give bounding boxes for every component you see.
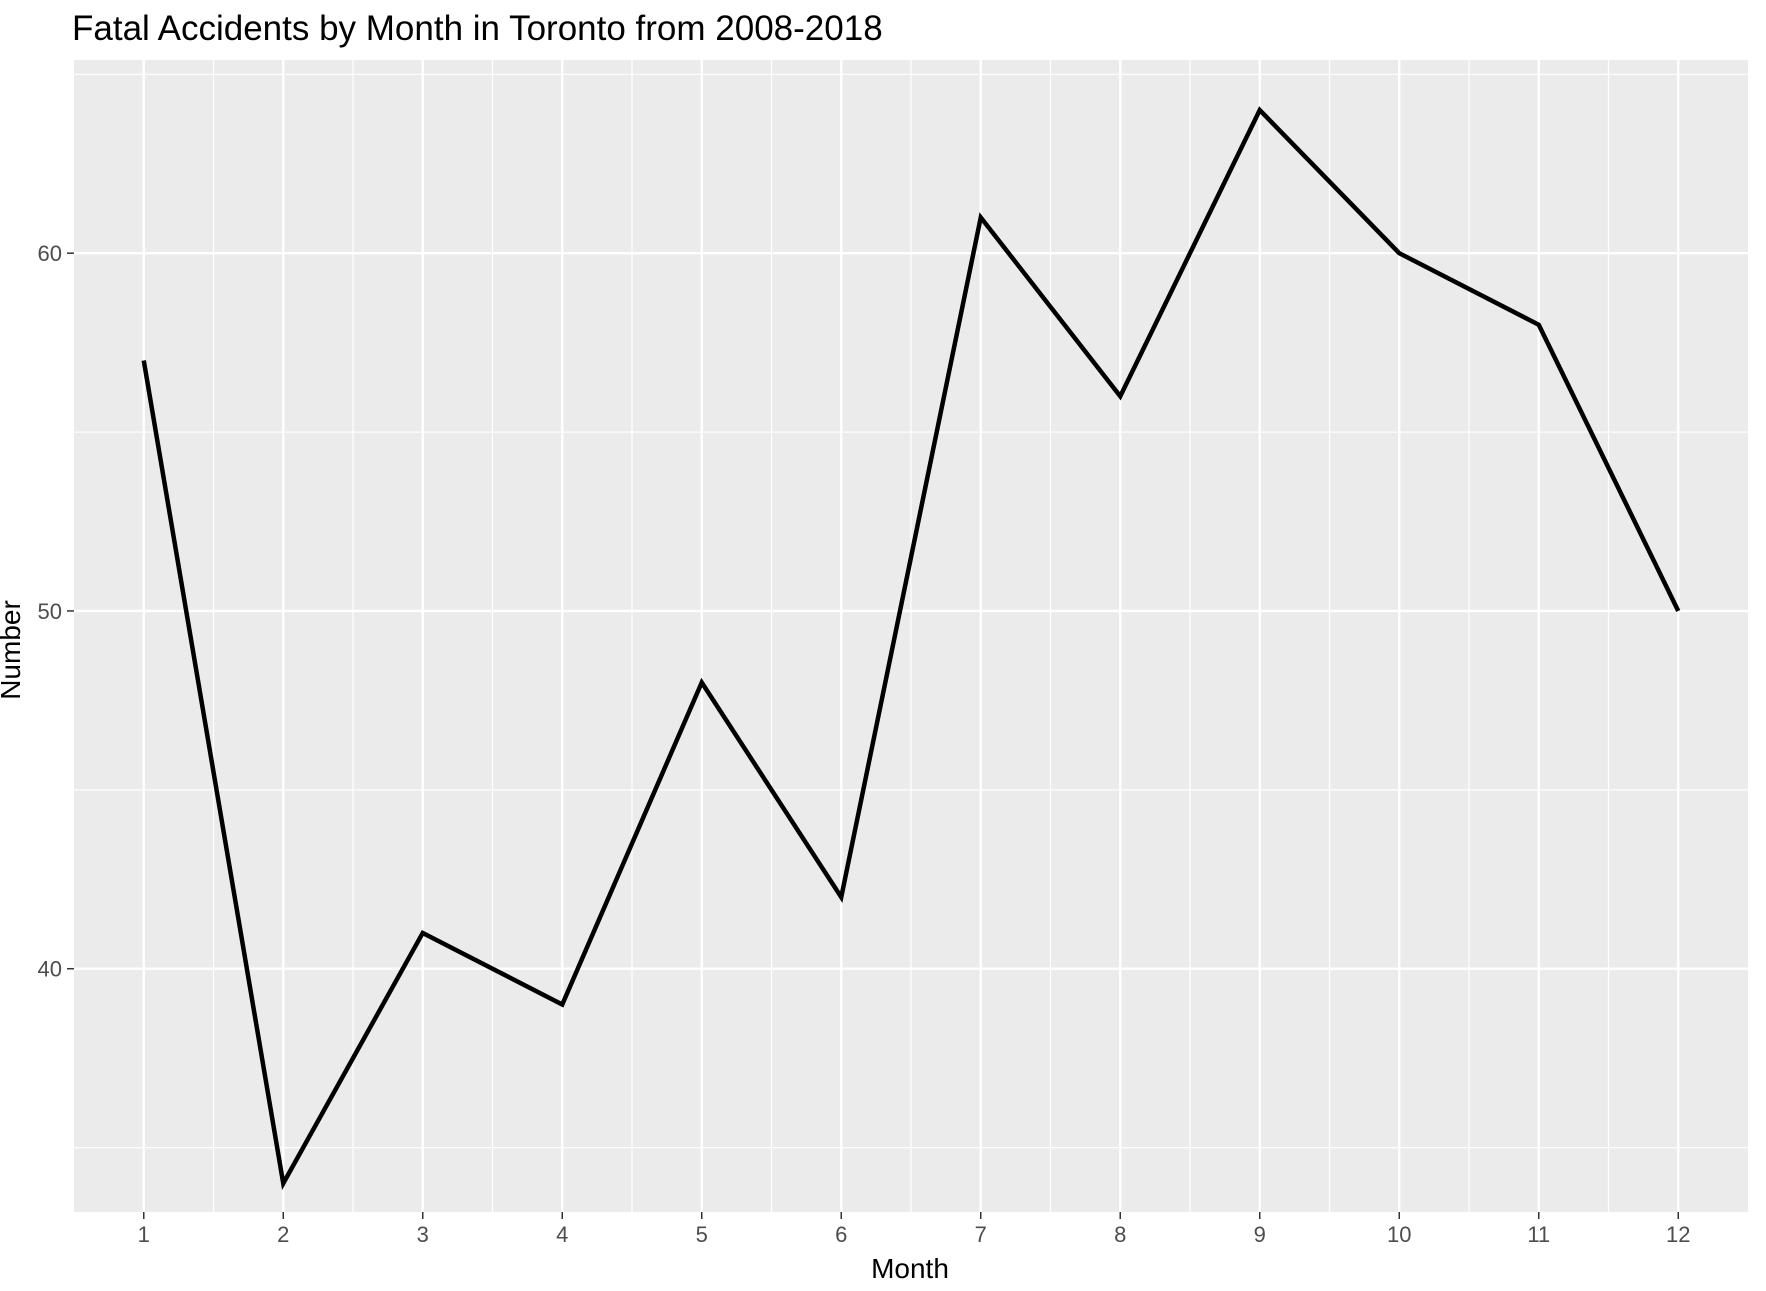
y-axis-title: Number: [0, 600, 26, 700]
y-tick-label: 50: [38, 599, 62, 624]
x-tick-label: 12: [1666, 1222, 1690, 1247]
x-tick-label: 9: [1254, 1222, 1266, 1247]
x-tick-label: 10: [1387, 1222, 1411, 1247]
x-tick-label: 2: [277, 1222, 289, 1247]
y-tick-label: 40: [38, 957, 62, 982]
y-tick-label: 60: [38, 241, 62, 266]
x-tick-label: 7: [975, 1222, 987, 1247]
x-tick-label: 3: [417, 1222, 429, 1247]
x-tick-label: 1: [138, 1222, 150, 1247]
x-tick-label: 6: [835, 1222, 847, 1247]
x-axis-title: Month: [871, 1253, 949, 1284]
x-tick-label: 8: [1114, 1222, 1126, 1247]
chart-title: Fatal Accidents by Month in Toronto from…: [72, 9, 883, 48]
x-tick-label: 11: [1527, 1222, 1550, 1247]
x-tick-label: 5: [696, 1222, 708, 1247]
x-tick-label: 4: [556, 1222, 568, 1247]
